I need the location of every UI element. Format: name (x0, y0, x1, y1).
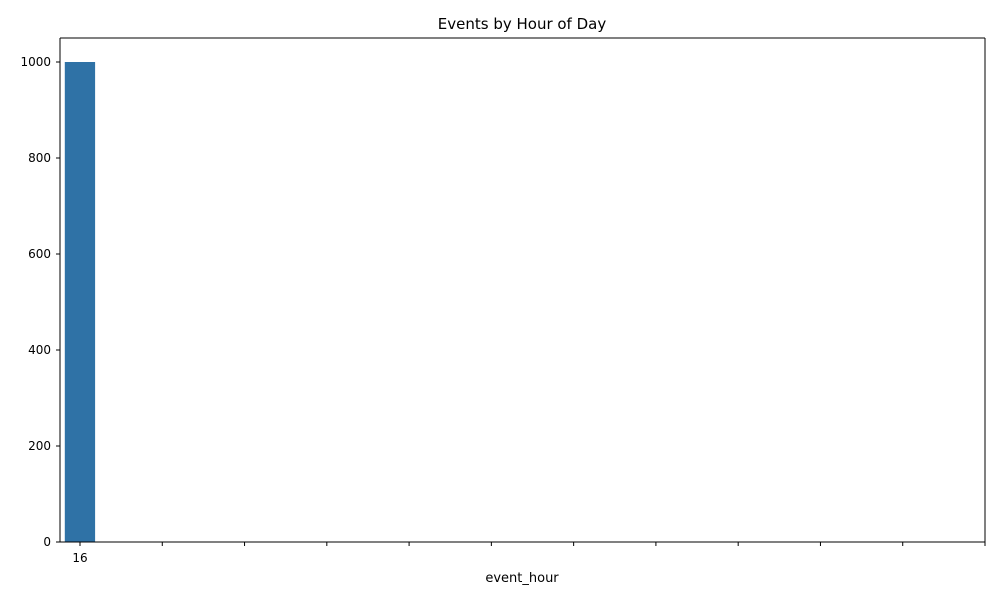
y-tick-label-400: 400 (28, 343, 51, 357)
bar-16 (64, 62, 96, 542)
x-tick-label-16: 16 (72, 551, 87, 565)
y-tick-label-200: 200 (28, 439, 51, 453)
y-tick-label-1000: 1000 (20, 55, 51, 69)
y-tick-label-600: 600 (28, 247, 51, 261)
y-tick-label-800: 800 (28, 151, 51, 165)
plot-area: 0 200 400 600 800 1000 16 (20, 37, 986, 565)
y-tick-label-0: 0 (43, 535, 51, 549)
x-axis-label: event_hour (485, 571, 559, 586)
chart-title: Events by Hour of Day (438, 15, 607, 33)
